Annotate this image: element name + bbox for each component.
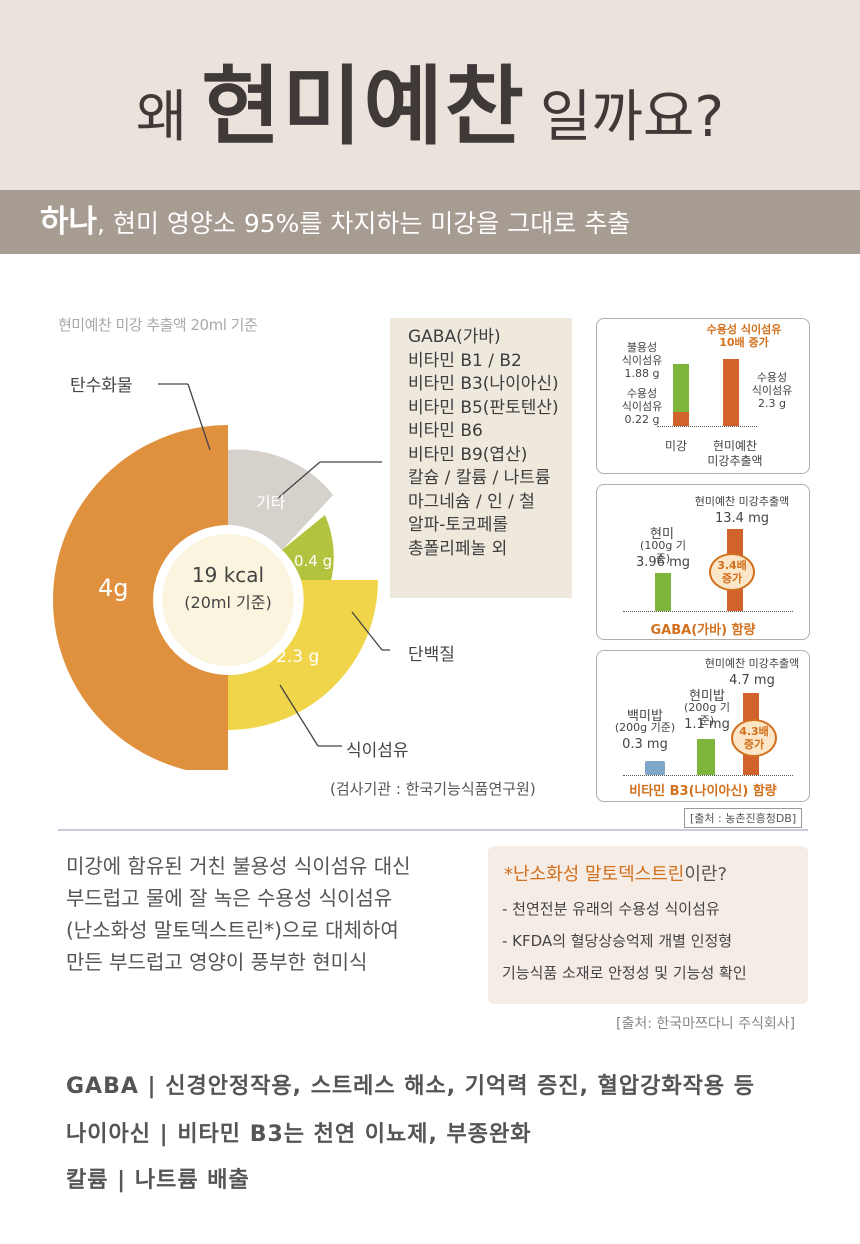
maltodextrin-line: - KFDA의 혈당상승억제 개별 인정형 <box>502 932 733 950</box>
subtitle-band: 하나, 현미 영양소 95%를 차지하는 미강을 그대로 추출 <box>0 190 860 254</box>
segment-protein <box>282 515 334 585</box>
header-banner <box>0 0 860 190</box>
benefit-gaba: GABA | 신경안정작용, 스트레스 해소, 기억력 증진, 혈압강화작용 등 <box>66 1074 756 1099</box>
benefit-niacin: 나이아신 | 비타민 B3는 천연 이뇨제, 부종완화 <box>66 1122 532 1147</box>
nutrient-item: 비타민 B6 <box>408 421 483 441</box>
insoluble-label-2: 식이섬유 <box>621 354 663 367</box>
value-protein: 0.4 g <box>294 552 332 570</box>
gaba-extract-label: 현미예찬 미강추출액 <box>694 495 790 508</box>
donut-chart: 탄수화물 4g 기타 0.4 g 2.3 g 19 kcal (20ml 기준) <box>53 376 390 770</box>
donut-basis: 현미예찬 미강 추출액 20ml 기준 <box>58 316 258 334</box>
soluble-label-2: 식이섬유 <box>621 400 663 413</box>
niacin-white-label: 백미밥 <box>627 709 663 724</box>
gaba-chart-panel: 현미예찬 미강추출액 13.4 mg 현미 (100g 기준) 3.96 mg … <box>596 484 810 640</box>
x-label-extract-1: 현미예찬 <box>712 439 758 453</box>
nutrient-item: 총폴리페놀 외 <box>408 538 508 559</box>
segment-other <box>228 449 333 550</box>
inspector-note: (검사기관 : 한국기능식품연구원) <box>330 780 536 798</box>
maltodextrin-box: *난소화성 말토덱스트린이란? - 천연전분 유래의 수용성 식이섬유 - KF… <box>488 846 808 1004</box>
fiber-title-2: 10배 증가 <box>719 336 769 349</box>
maltodextrin-line: - 천연전분 유래의 수용성 식이섬유 <box>502 900 720 918</box>
page-title: 왜 현미예찬 일까요? <box>0 36 860 157</box>
subtitle-lead: 하나 <box>40 204 98 240</box>
nutrients-box: GABA(가바) 비타민 B1 / B2 비타민 B3(나이아신) 비타민 B5… <box>390 318 572 598</box>
niacin-multiplier-1: 4.3배 <box>739 725 769 738</box>
soluble-right-1: 수용성 <box>756 371 788 384</box>
label-fiber: 식이섬유 <box>346 741 409 761</box>
description: 미강에 함유된 거친 불용성 식이섬유 대신 부드럽고 물에 잘 녹은 수용성 … <box>66 850 486 978</box>
nutrient-item: 비타민 B3(나이아신) <box>408 374 559 394</box>
segment-carbs <box>53 425 228 770</box>
maltodextrin-title: *난소화성 말토덱스트린이란? <box>504 860 727 886</box>
value-fiber: 2.3 g <box>276 647 319 667</box>
source-note-1: [출처 : 농촌진흥청DB] <box>684 808 803 828</box>
niacin-chart-panel: 현미예찬 미강추출액 4.7 mg 현미밥 (200g 기준) 1.1 mg 백… <box>596 650 810 802</box>
nutrient-item: 알파-토코페롤 <box>408 515 508 535</box>
gaba-rice-label: 현미 <box>650 527 674 542</box>
title-prefix: 왜 <box>135 85 188 150</box>
bar-gaba-rice <box>655 573 671 611</box>
divider <box>58 829 808 831</box>
fiber-chart-panel: 수용성 식이섬유 10배 증가 불용성 식이섬유 1.88 g 수용성 식이섬유… <box>596 318 810 474</box>
gaba-rice-value: 3.96 mg <box>636 555 690 570</box>
center-basis: (20ml 기준) <box>184 593 271 612</box>
gaba-rice-basis: (100g 기준) <box>640 539 686 565</box>
x-label-rice: 미강 <box>665 439 688 453</box>
soluble-value-rice: 0.22 g <box>624 413 660 426</box>
subtitle-rest: , 현미 영양소 95%를 차지하는 미강을 그대로 추출 <box>97 209 631 238</box>
maltodextrin-title-highlight: *난소화성 말토덱스트린 <box>504 864 685 885</box>
niacin-multiplier-badge: 4.3배 증가 <box>731 719 777 757</box>
bar-niacin-brown <box>697 739 715 775</box>
bar-insoluble <box>673 364 689 412</box>
soluble-label-1: 수용성 <box>626 387 658 400</box>
source-note-2: [출처: 한국마쯔다니 주식회사] <box>616 1016 796 1032</box>
niacin-extract-label: 현미예찬 미강추출액 <box>704 657 800 670</box>
label-protein: 단백질 <box>408 645 455 665</box>
value-other: 기타 <box>256 493 286 512</box>
gaba-multiplier-2: 증가 <box>721 572 743 585</box>
nutrient-item: 마그네슘 / 인 / 철 <box>408 491 535 512</box>
title-brand: 현미예찬 <box>201 57 526 157</box>
description-line: (난소화성 말토덱스트린*)으로 대체하여 <box>66 918 399 942</box>
gaba-multiplier-1: 3.4배 <box>717 559 747 572</box>
x-label-extract-2: 미강추출액 <box>707 454 763 468</box>
niacin-extract-value: 4.7 mg <box>729 673 775 688</box>
fiber-title-1: 수용성 식이섬유 <box>706 323 782 336</box>
maltodextrin-title-rest: 이란? <box>684 864 728 885</box>
bar-soluble-rice <box>673 412 689 426</box>
donut-center <box>162 534 294 666</box>
niacin-title: 비타민 B3(나이아신) 함량 <box>629 784 777 799</box>
gaba-extract-value: 13.4 mg <box>715 511 769 526</box>
soluble-right-2: 식이섬유 <box>751 384 793 397</box>
maltodextrin-line: 기능식품 소재로 안정성 및 기능성 확인 <box>502 964 747 982</box>
nutrient-item: GABA(가바) <box>408 327 501 347</box>
nutrient-item: 비타민 B9(엽산) <box>408 444 528 465</box>
description-line: 부드럽고 물에 잘 녹은 수용성 식이섬유 <box>66 886 393 910</box>
niacin-brown-basis: (200g 기준) <box>684 701 730 727</box>
gaba-title: GABA(가바) 함량 <box>650 623 756 638</box>
center-kcal: 19 kcal <box>192 563 264 587</box>
subtitle-text: 하나, 현미 영양소 95%를 차지하는 미강을 그대로 추출 <box>40 190 630 254</box>
niacin-brown-label: 현미밥 <box>689 689 725 704</box>
nutrient-item: 비타민 B5(판토텐산) <box>408 397 559 418</box>
niacin-multiplier-2: 증가 <box>743 738 765 751</box>
insoluble-label-1: 불용성 <box>626 341 658 354</box>
value-carbs: 4g <box>98 574 129 602</box>
nutrient-item: 비타민 B1 / B2 <box>408 350 522 371</box>
benefit-potassium: 칼륨 | 나트륨 배출 <box>66 1168 250 1193</box>
insoluble-value: 1.88 g <box>624 367 660 380</box>
gaba-multiplier-badge: 3.4배 증가 <box>709 553 755 591</box>
label-carbs: 탄수화물 <box>70 376 133 396</box>
title-suffix: 일까요? <box>539 85 725 150</box>
niacin-white-value: 0.3 mg <box>622 737 668 752</box>
niacin-brown-value: 1.1 mg <box>684 717 730 732</box>
bar-niacin-white <box>645 761 665 775</box>
description-line: 만든 부드럽고 영양이 풍부한 현미식 <box>66 950 368 974</box>
description-line: 미강에 함유된 거친 불용성 식이섬유 대신 <box>66 854 411 878</box>
nutrient-item: 칼슘 / 칼륨 / 나트륨 <box>408 468 551 488</box>
bar-soluble-extract <box>723 359 739 426</box>
niacin-white-basis: (200g 기준) <box>614 721 676 734</box>
segment-fiber <box>228 580 378 730</box>
soluble-value-extract: 2.3 g <box>758 397 786 410</box>
